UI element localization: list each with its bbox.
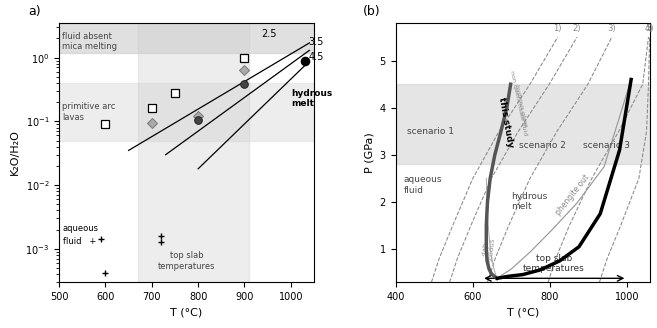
Text: a): a) — [28, 5, 41, 18]
Text: 2): 2) — [573, 25, 581, 33]
Text: primitive arc
lavas: primitive arc lavas — [62, 102, 116, 122]
Text: hydrous
melt: hydrous melt — [511, 192, 548, 211]
Text: non quenchable fluid: non quenchable fluid — [509, 70, 528, 136]
X-axis label: T (°C): T (°C) — [507, 307, 539, 318]
Y-axis label: P (GPa): P (GPa) — [364, 132, 374, 173]
Text: fluid   +: fluid + — [63, 237, 96, 246]
Text: top slab
temperatures: top slab temperatures — [523, 254, 585, 273]
Text: 4.5: 4.5 — [308, 52, 324, 62]
Text: this study: this study — [497, 96, 514, 148]
Text: 3): 3) — [608, 25, 616, 33]
Text: hydrous glass: hydrous glass — [514, 84, 528, 127]
Text: top slab
temperatures: top slab temperatures — [158, 252, 215, 271]
Text: phengite out: phengite out — [554, 173, 591, 217]
Text: 2.5: 2.5 — [261, 29, 277, 39]
Text: 5): 5) — [645, 25, 654, 33]
Text: 1): 1) — [553, 25, 562, 33]
Text: hydrous
melt: hydrous melt — [291, 89, 332, 108]
Text: scenario 3: scenario 3 — [583, 141, 629, 150]
Bar — [59, 83, 314, 140]
Y-axis label: K₂O/H₂O: K₂O/H₂O — [10, 130, 20, 175]
Text: aqueous: aqueous — [63, 224, 99, 233]
Bar — [396, 84, 650, 164]
Text: (b): (b) — [363, 5, 380, 18]
Bar — [59, 23, 314, 52]
X-axis label: T (°C): T (°C) — [170, 307, 203, 318]
Text: scenario 1: scenario 1 — [407, 127, 454, 136]
Text: slab
solidus: slab solidus — [481, 236, 496, 262]
Text: 4): 4) — [645, 25, 653, 33]
Text: scenario 2: scenario 2 — [519, 141, 566, 150]
Bar — [138, 23, 249, 282]
Text: fluid absent
mica melting: fluid absent mica melting — [62, 32, 118, 51]
Text: 3.5: 3.5 — [308, 37, 324, 48]
Text: aqueous
fluid: aqueous fluid — [403, 175, 442, 195]
